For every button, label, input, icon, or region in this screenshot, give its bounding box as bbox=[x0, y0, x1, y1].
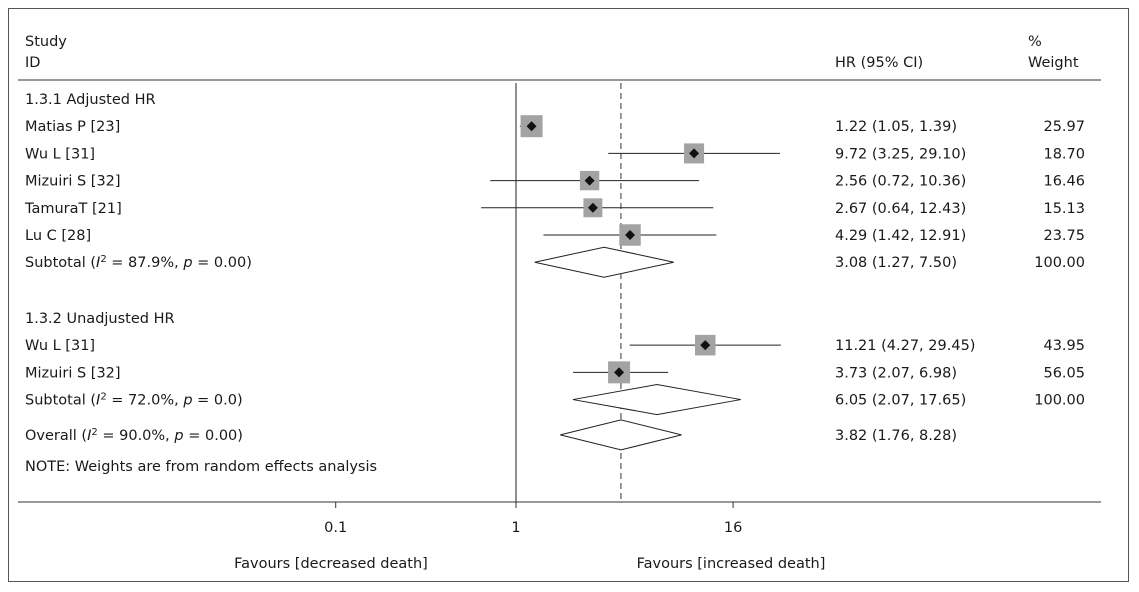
hr-ci-text: 2.56 (0.72, 10.36) bbox=[835, 174, 966, 190]
overall-hr-ci-text: 3.82 (1.76, 8.28) bbox=[835, 428, 957, 444]
group-label: 1.3.1 Adjusted HR bbox=[25, 92, 156, 108]
study-name: Wu L [31] bbox=[25, 146, 95, 162]
header-hr: HR (95% CI) bbox=[835, 55, 923, 71]
hr-ci-text: 4.29 (1.42, 12.91) bbox=[835, 228, 966, 244]
study-name: Matias P [23] bbox=[25, 119, 120, 135]
subtotal-label: Subtotal (I2 = 87.9%, p = 0.00) bbox=[25, 254, 252, 272]
group-label: 1.3.2 Unadjusted HR bbox=[25, 311, 175, 327]
point-estimate bbox=[689, 148, 700, 159]
subtotal-hr-ci-text: 6.05 (2.07, 17.65) bbox=[835, 393, 966, 409]
header-id: ID bbox=[25, 55, 40, 71]
overall-label: Overall (I2 = 90.0%, p = 0.00) bbox=[25, 426, 243, 444]
hr-ci-text: 3.73 (2.07, 6.98) bbox=[835, 365, 957, 381]
study-name: Mizuiri S [32] bbox=[25, 365, 121, 381]
overall-diamond bbox=[560, 419, 682, 451]
footnote: NOTE: Weights are from random effects an… bbox=[25, 459, 377, 475]
weight-value: 16.46 bbox=[1043, 174, 1085, 190]
weight-value: 15.13 bbox=[1043, 201, 1085, 217]
x-tick-label: 16 bbox=[724, 520, 742, 536]
subtotal-diamond bbox=[572, 384, 741, 416]
favours-left-label: Favours [decreased death] bbox=[234, 556, 428, 572]
favours-right-label: Favours [increased death] bbox=[637, 556, 826, 572]
point-estimate bbox=[625, 230, 636, 240]
x-tick-label: 1 bbox=[511, 520, 520, 536]
subtotal-hr-ci-text: 3.08 (1.27, 7.50) bbox=[835, 255, 957, 271]
study-name: Wu L [31] bbox=[25, 338, 95, 354]
weight-value: 43.95 bbox=[1043, 338, 1085, 354]
hr-ci-text: 2.67 (0.64, 12.43) bbox=[835, 201, 966, 217]
header-percent: % bbox=[1028, 34, 1042, 50]
hr-ci-text: 9.72 (3.25, 29.10) bbox=[835, 146, 966, 162]
weight-value: 56.05 bbox=[1043, 365, 1085, 381]
weight-value: 18.70 bbox=[1043, 146, 1085, 162]
figure-frame bbox=[8, 8, 1129, 582]
weight-value: 25.97 bbox=[1043, 119, 1085, 135]
weight-value: 23.75 bbox=[1043, 228, 1085, 244]
point-estimate bbox=[526, 121, 537, 132]
study-name: Lu C [28] bbox=[25, 228, 91, 244]
study-name: Mizuiri S [32] bbox=[25, 174, 121, 190]
header-weight: Weight bbox=[1028, 55, 1079, 71]
subtotal-weight: 100.00 bbox=[1034, 393, 1085, 409]
subtotal-diamond bbox=[534, 246, 674, 278]
point-estimate bbox=[700, 340, 711, 351]
x-tick-label: 0.1 bbox=[324, 520, 347, 536]
point-estimate bbox=[584, 175, 595, 186]
subtotal-weight: 100.00 bbox=[1034, 255, 1085, 271]
point-estimate bbox=[614, 367, 625, 378]
hr-ci-text: 1.22 (1.05, 1.39) bbox=[835, 119, 957, 135]
hr-ci-text: 11.21 (4.27, 29.45) bbox=[835, 338, 975, 354]
study-name: TamuraT [21] bbox=[24, 201, 122, 217]
point-estimate bbox=[587, 202, 598, 213]
header-study: Study bbox=[25, 34, 67, 50]
subtotal-label: Subtotal (I2 = 72.0%, p = 0.0) bbox=[25, 391, 243, 409]
